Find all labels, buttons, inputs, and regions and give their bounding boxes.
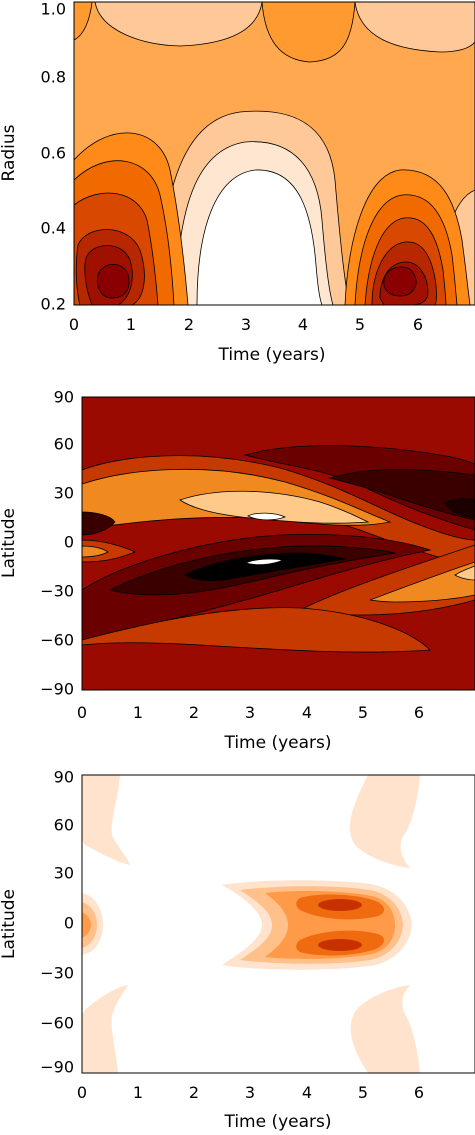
panel2-x-ticks: 0 1 2 3 4 5 6 xyxy=(77,703,424,722)
panel2-south-pos-right-inner xyxy=(454,565,475,581)
panel3-x-axis-label: Time (years) xyxy=(223,1112,331,1132)
panel1-xtick-label: 6 xyxy=(413,315,423,334)
panel-latitude-time-1: −90 −60 −30 0 30 60 90 0 1 2 3 4 5 6 Tim… xyxy=(0,388,475,753)
panel2-left-pos-eq xyxy=(82,539,137,563)
panel2-xtick-label: 4 xyxy=(302,703,312,722)
panel3-north-maximum xyxy=(318,899,362,911)
panel2-ytick-label: −60 xyxy=(40,631,74,650)
panel1-right-maximum xyxy=(344,169,471,305)
panel2-xtick-label: 5 xyxy=(358,703,368,722)
panel2-y-ticks: −90 −60 −30 0 30 60 90 xyxy=(40,388,74,699)
panel3-xtick-label: 0 xyxy=(77,1083,87,1102)
panel2-xtick-label: 6 xyxy=(414,703,424,722)
panel3-ytick-label: −90 xyxy=(40,1058,74,1077)
panel2-xtick-label: 1 xyxy=(133,703,143,722)
panel3-ytick-label: −60 xyxy=(40,1014,74,1033)
panel2-left-pos-eq-inner xyxy=(82,545,109,558)
panel1-ytick-label: 0.2 xyxy=(41,295,66,314)
panel3-left-blob-inner xyxy=(82,912,91,938)
panel3-streak-se xyxy=(350,985,420,1073)
panel2-x-axis-label: Time (years) xyxy=(223,733,331,753)
panel3-contours xyxy=(82,775,475,1073)
panel3-y-axis-label: Latitude xyxy=(0,889,19,959)
panel3-x-ticks: 0 1 2 3 4 5 6 xyxy=(77,1083,424,1102)
panel2-south-band-low xyxy=(82,607,431,653)
panel2-north-neg-right-mid xyxy=(328,468,475,521)
panel1-upper-dark-mid xyxy=(261,2,356,63)
panel1-y-axis-label: Radius xyxy=(0,124,19,181)
panel2-ytick-label: 60 xyxy=(54,435,74,454)
panel-radius-time: 0.2 0.4 0.6 0.8 1.0 0 1 2 3 4 5 6 Time (… xyxy=(0,0,475,365)
panel1-left-maximum xyxy=(74,132,189,305)
panel3-xtick-label: 6 xyxy=(414,1083,424,1102)
panel1-xtick-label: 0 xyxy=(69,315,79,334)
panel3-ytick-label: −30 xyxy=(40,964,74,983)
panel1-ytick-label: 0.4 xyxy=(41,219,66,238)
panel1-xtick-label: 2 xyxy=(184,315,194,334)
panel2-xtick-label: 2 xyxy=(189,703,199,722)
panel1-x-axis-label: Time (years) xyxy=(217,345,325,365)
panel3-ytick-label: 60 xyxy=(54,816,74,835)
panel3-xtick-label: 4 xyxy=(302,1083,312,1102)
panel2-north-max xyxy=(247,512,286,521)
panel2-south-neg-inner xyxy=(184,552,346,582)
panel3-south-maximum xyxy=(318,939,362,951)
panel3-ytick-label: 0 xyxy=(64,914,74,933)
panel2-north-neg-right-outer xyxy=(243,445,475,531)
panel-latitude-time-2: −90 −60 −30 0 30 60 90 0 1 2 3 4 5 6 Tim… xyxy=(0,768,475,1132)
panel2-ytick-label: −30 xyxy=(40,582,74,601)
panel3-ytick-label: 90 xyxy=(54,768,74,787)
panel2-frame xyxy=(81,396,475,691)
panel1-xtick-label: 3 xyxy=(241,315,251,334)
panel3-y-ticks: −90 −60 −30 0 30 60 90 xyxy=(40,768,74,1077)
panel2-south-pos-right-mid xyxy=(369,561,475,603)
panel1-xtick-label: 4 xyxy=(298,315,308,334)
panel3-streak-nw xyxy=(82,775,130,865)
panel1-y-ticks: 0.2 0.4 0.6 0.8 1.0 xyxy=(41,0,66,314)
panel1-upper-band-left xyxy=(94,2,263,47)
panel1-xtick-label: 1 xyxy=(126,315,136,334)
panel3-xtick-label: 1 xyxy=(133,1083,143,1102)
panel1-contours xyxy=(74,2,475,305)
panel3-xtick-label: 5 xyxy=(358,1083,368,1102)
panel2-xtick-label: 0 xyxy=(77,703,87,722)
panel2-ytick-label: 30 xyxy=(54,484,74,503)
panel3-xtick-label: 2 xyxy=(189,1083,199,1102)
panel3-streak-sw xyxy=(82,985,128,1073)
panel3-frame xyxy=(81,774,475,1074)
panel2-ytick-label: 90 xyxy=(54,388,74,407)
panel3-ytick-label: 30 xyxy=(54,864,74,883)
panel2-y-axis-label: Latitude xyxy=(0,508,19,578)
panel2-north-neg-right-inner xyxy=(444,498,475,519)
panel3-streak-ne xyxy=(349,775,420,868)
panel2-south-min xyxy=(244,558,285,566)
panel2-contours xyxy=(82,397,475,690)
panel2-xtick-label: 3 xyxy=(245,703,255,722)
panel3-xtick-label: 3 xyxy=(245,1083,255,1102)
panel1-ytick-label: 1.0 xyxy=(41,0,66,19)
panel1-ytick-label: 0.6 xyxy=(41,144,66,163)
panel1-upper-band-right xyxy=(354,2,475,53)
panel1-ytick-label: 0.8 xyxy=(41,68,66,87)
panel2-ytick-label: −90 xyxy=(40,680,74,699)
panel2-ytick-label: 0 xyxy=(64,533,74,552)
panel2-north-band-inner xyxy=(179,490,370,524)
panel1-minimum-bowl xyxy=(196,169,323,305)
panel1-x-ticks: 0 1 2 3 4 5 6 xyxy=(69,315,423,334)
panel1-xtick-label: 5 xyxy=(355,315,365,334)
panel2-left-neg-upper xyxy=(82,511,116,536)
panel1-frame xyxy=(73,1,475,306)
